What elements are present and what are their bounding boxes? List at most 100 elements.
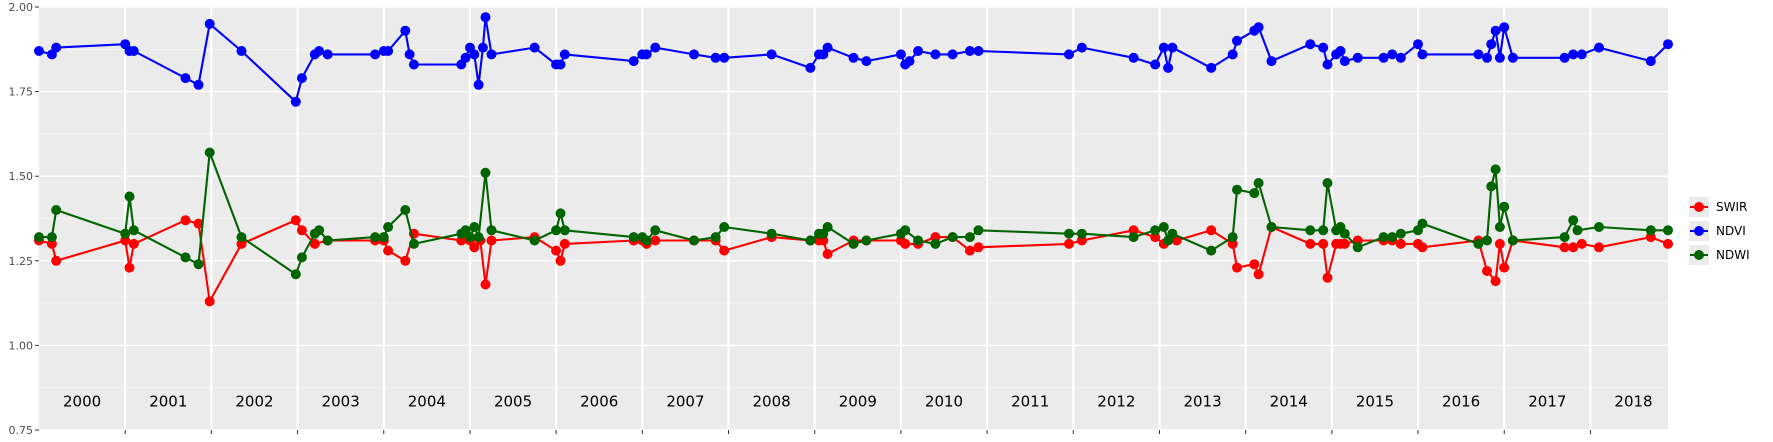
year-label: 2005 <box>494 392 532 410</box>
data-point <box>930 238 941 249</box>
data-point <box>1395 52 1406 63</box>
data-point <box>290 96 301 107</box>
y-tick-label: 1.00 <box>9 339 34 352</box>
data-point <box>290 269 301 280</box>
data-point <box>465 232 475 243</box>
data-point <box>1167 228 1178 239</box>
data-point <box>559 238 570 249</box>
data-point <box>947 232 958 243</box>
legend-key-point <box>1694 202 1704 212</box>
y-tick-label: 1.25 <box>9 255 34 268</box>
data-point <box>861 56 872 67</box>
data-point <box>204 18 215 29</box>
data-point <box>193 218 204 229</box>
data-point <box>1499 201 1510 212</box>
data-point <box>1645 225 1656 236</box>
data-point <box>1568 49 1579 60</box>
year-label: 2003 <box>322 392 360 410</box>
data-point <box>1339 228 1350 239</box>
data-point <box>1232 184 1242 195</box>
data-point <box>486 225 497 236</box>
data-point <box>1339 56 1350 67</box>
year-label: 2010 <box>925 392 963 410</box>
data-point <box>469 222 480 232</box>
data-point <box>1339 238 1350 249</box>
year-label: 2017 <box>1528 392 1566 410</box>
data-point <box>1076 228 1087 239</box>
year-label: 2006 <box>580 392 618 410</box>
data-point <box>710 52 721 63</box>
data-point <box>973 242 984 253</box>
data-point <box>383 245 394 256</box>
data-point <box>1499 262 1510 273</box>
data-point <box>51 42 62 53</box>
data-point <box>1473 238 1484 249</box>
data-point <box>913 235 924 246</box>
data-point <box>46 232 57 243</box>
data-point <box>1266 222 1277 232</box>
data-point <box>555 208 566 219</box>
data-point <box>400 25 411 36</box>
data-point <box>551 225 562 236</box>
data-point <box>128 238 139 249</box>
data-point <box>559 225 570 236</box>
data-point <box>1378 52 1389 63</box>
legend-item-ndwi: NDWI <box>1689 245 1750 265</box>
data-point <box>1663 238 1673 249</box>
data-point <box>1249 259 1260 270</box>
data-point <box>848 238 859 249</box>
data-point <box>805 62 816 73</box>
year-label: 2008 <box>753 392 791 410</box>
data-point <box>1486 39 1497 50</box>
data-point <box>861 235 872 246</box>
data-point <box>1387 232 1398 243</box>
data-point <box>1482 266 1492 276</box>
legend-label: NDVI <box>1716 224 1746 238</box>
data-point <box>1413 39 1423 50</box>
data-point <box>400 255 411 266</box>
data-point <box>1594 42 1604 53</box>
data-point <box>1387 49 1398 60</box>
data-point <box>378 232 389 243</box>
data-point <box>180 73 191 84</box>
data-point <box>719 222 730 232</box>
data-point <box>314 46 325 56</box>
data-point <box>1576 49 1587 60</box>
data-point <box>689 49 699 60</box>
data-point <box>1507 52 1518 63</box>
data-point <box>309 238 320 249</box>
data-point <box>193 79 204 90</box>
data-point <box>689 235 699 246</box>
year-label: 2018 <box>1614 392 1652 410</box>
year-label: 2013 <box>1183 392 1221 410</box>
year-label: 2014 <box>1270 392 1308 410</box>
data-point <box>1305 238 1316 249</box>
year-label: 2009 <box>839 392 877 410</box>
data-point <box>1490 164 1501 175</box>
legend-item-swir: SWIR <box>1689 197 1747 217</box>
legend: SWIR NDVI NDWI <box>1689 197 1750 265</box>
grid <box>39 6 1668 434</box>
data-point <box>1663 225 1673 236</box>
data-point <box>193 259 204 270</box>
data-point <box>641 235 652 246</box>
legend-key-point <box>1694 226 1704 236</box>
data-point <box>1318 238 1329 249</box>
data-point <box>1490 25 1501 36</box>
data-point <box>904 56 915 67</box>
data-point <box>469 242 480 253</box>
data-point <box>1064 238 1074 249</box>
data-point <box>408 238 419 249</box>
data-point <box>1559 52 1570 63</box>
data-point <box>1559 232 1570 243</box>
data-point <box>1576 238 1587 249</box>
data-point <box>1482 235 1492 246</box>
data-point <box>296 225 307 236</box>
data-point <box>236 46 247 56</box>
data-point <box>236 232 247 243</box>
data-point <box>1494 52 1505 63</box>
data-point <box>1227 232 1238 243</box>
data-point <box>34 46 44 56</box>
data-point <box>641 49 652 60</box>
year-label: 2002 <box>235 392 273 410</box>
